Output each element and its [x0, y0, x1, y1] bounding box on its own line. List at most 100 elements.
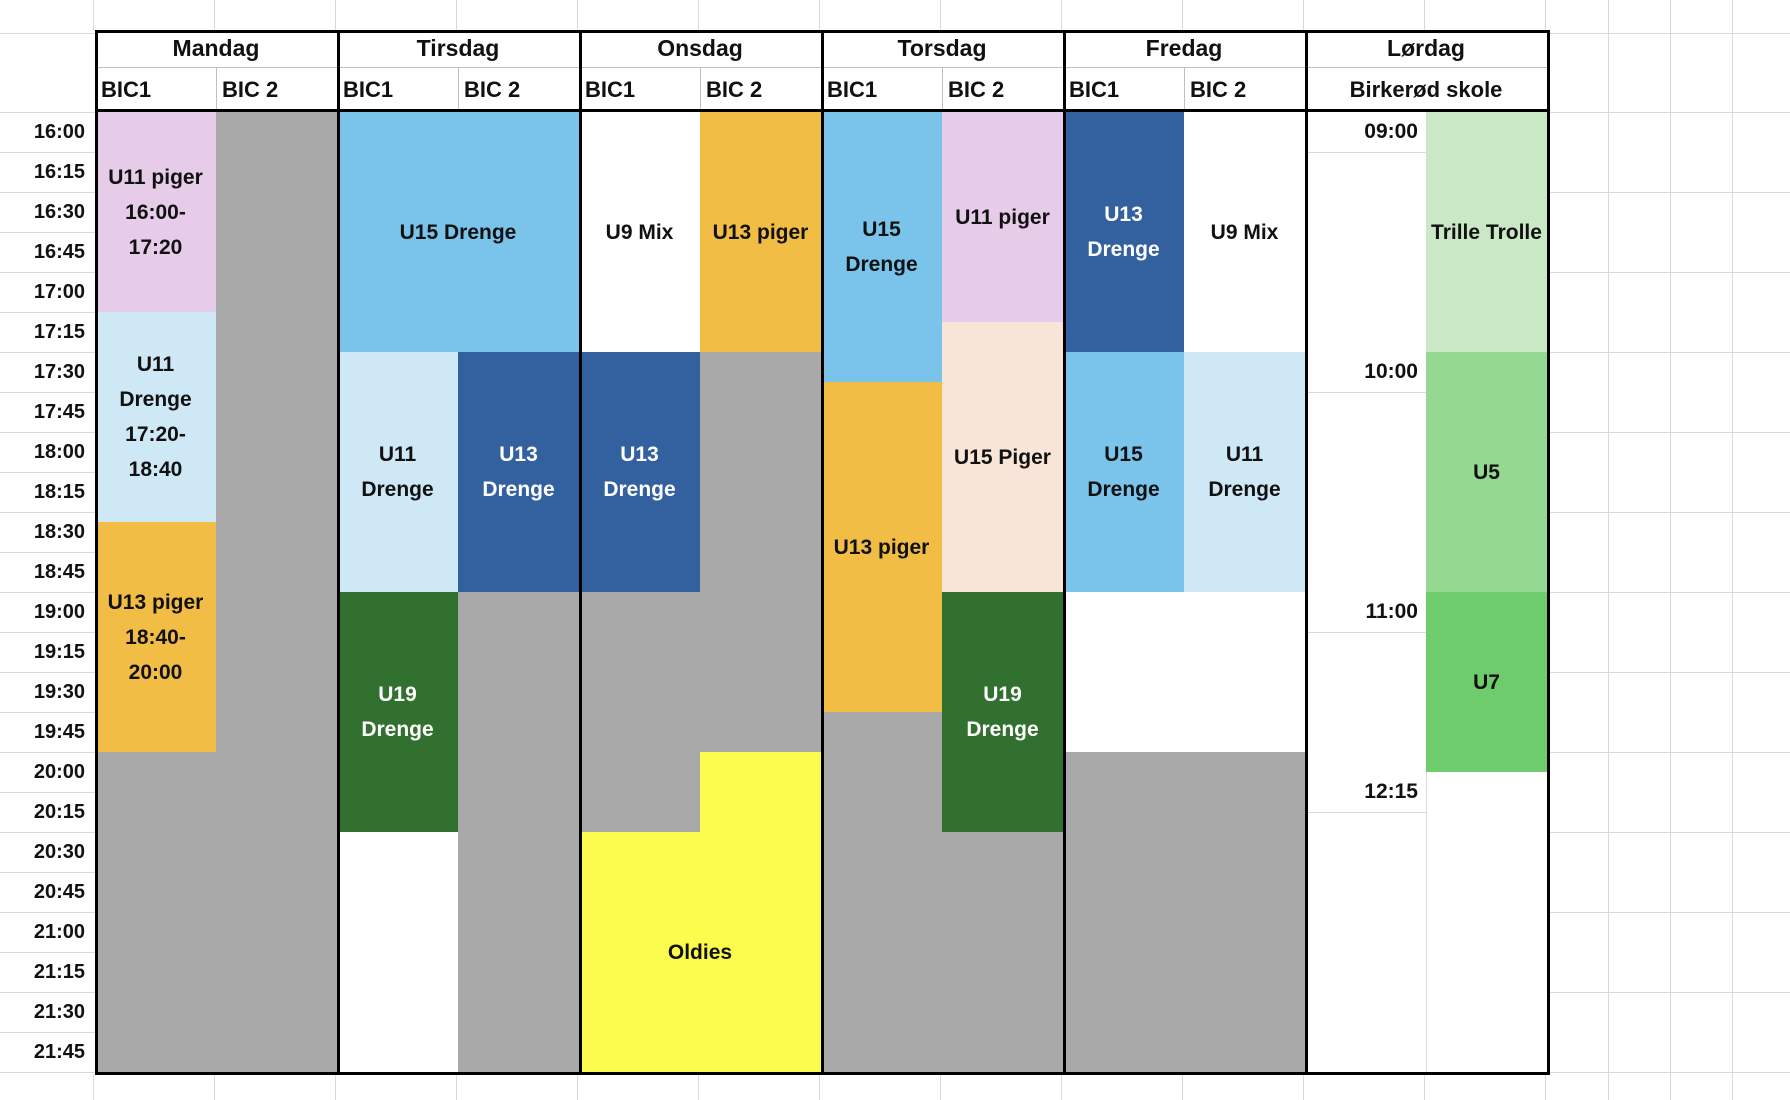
time-label[interactable]: 21:45	[33, 1040, 85, 1063]
schedule-block[interactable]: U11 Drenge	[1184, 352, 1305, 592]
schedule-block[interactable]: U11 piger 16:00- 17:20	[95, 112, 216, 312]
hall-header[interactable]: BIC1	[1069, 76, 1120, 102]
schedule-block[interactable]	[95, 752, 216, 1072]
time-label[interactable]: 18:45	[33, 560, 85, 583]
schedule-block[interactable]: Oldies	[579, 832, 821, 1072]
day-header-lørdag[interactable]: Lørdag	[1387, 35, 1465, 61]
time-label[interactable]: 21:00	[33, 920, 85, 943]
schedule-block-label: 20:00	[128, 660, 183, 684]
schedule-block[interactable]	[700, 352, 821, 752]
schedule-block[interactable]: U13 piger 18:40- 20:00	[95, 522, 216, 752]
day-header-tirsdag[interactable]: Tirsdag	[416, 35, 500, 61]
schedule-block[interactable]: U13 Drenge	[458, 352, 579, 592]
header-divider	[458, 67, 459, 112]
time-label[interactable]: 17:15	[33, 320, 85, 343]
schedule-block[interactable]: U11 Drenge	[337, 352, 458, 592]
hall-header[interactable]: BIC 2	[706, 76, 763, 102]
schedule-block[interactable]	[1063, 752, 1305, 1072]
schedule-block[interactable]: U15 Drenge	[821, 112, 942, 382]
time-label[interactable]: 18:15	[33, 480, 85, 503]
sheet-gridline	[1732, 0, 1733, 1100]
sheet-gridline	[940, 1074, 941, 1100]
schedule-block[interactable]: U15 Drenge	[337, 112, 579, 352]
hall-header[interactable]: BIC 2	[948, 76, 1005, 102]
time-label[interactable]: 20:45	[33, 880, 85, 903]
schedule-block[interactable]: U13 Drenge	[579, 352, 700, 592]
saturday-time-label[interactable]: 09:00	[1364, 120, 1418, 143]
schedule-block[interactable]: Trille Trolle	[1426, 112, 1547, 352]
sheet-gridline	[1061, 1074, 1062, 1100]
schedule-block-label: Drenge	[361, 718, 434, 741]
time-label[interactable]: 20:30	[33, 840, 85, 863]
schedule-block[interactable]: U13 piger	[700, 112, 821, 352]
time-label[interactable]: 17:30	[33, 360, 85, 383]
day-header-fredag[interactable]: Fredag	[1145, 35, 1223, 61]
schedule-block[interactable]: U13 Drenge	[1063, 112, 1184, 352]
schedule-block[interactable]	[700, 752, 821, 1072]
schedule-block[interactable]: U11 piger	[942, 112, 1063, 322]
saturday-time-label[interactable]: 12:15	[1364, 780, 1418, 803]
hall-header[interactable]: BIC 2	[1190, 76, 1247, 102]
schedule-block[interactable]: U11 Drenge 17:20- 18:40	[95, 312, 216, 522]
time-label[interactable]: 16:30	[33, 200, 85, 223]
sheet-gridline	[1670, 0, 1671, 1100]
sheet-gridline	[0, 192, 95, 193]
day-header-mandag[interactable]: Mandag	[172, 35, 260, 61]
saturday-time-label[interactable]: 10:00	[1364, 360, 1418, 383]
schedule-block-label: U15 Drenge	[399, 220, 517, 244]
sheet-gridline	[0, 1072, 95, 1073]
header-divider	[216, 67, 217, 112]
time-label[interactable]: 16:00	[33, 120, 85, 143]
saturday-time-label[interactable]: 11:00	[1365, 600, 1418, 623]
time-label[interactable]: 19:30	[33, 680, 85, 703]
hall-header[interactable]: BIC1	[101, 76, 152, 102]
hall-header[interactable]: BIC 2	[222, 76, 279, 102]
schedule-block[interactable]	[216, 112, 337, 1072]
time-label[interactable]: 17:45	[33, 400, 85, 423]
schedule-block[interactable]	[458, 592, 579, 1072]
time-label[interactable]: 19:00	[33, 600, 85, 623]
time-label[interactable]: 21:30	[33, 1000, 85, 1023]
schedule-block[interactable]: U9 Mix	[579, 112, 700, 352]
sheet-gridline	[0, 392, 95, 393]
time-label[interactable]: 20:15	[33, 800, 85, 823]
schedule-block[interactable]: U9 Mix	[1184, 112, 1305, 352]
sheet-gridline	[1424, 1074, 1425, 1100]
time-label[interactable]: 18:30	[33, 520, 85, 543]
sheet-gridline	[93, 1074, 94, 1100]
day-header-torsdag[interactable]: Torsdag	[897, 35, 987, 61]
sheet-gridline	[1305, 812, 1427, 813]
schedule-block[interactable]: U15 Piger	[942, 322, 1063, 592]
sheet-gridline	[698, 0, 699, 30]
schedule-block[interactable]: U19 Drenge	[942, 592, 1063, 832]
time-label[interactable]: 16:15	[33, 160, 85, 183]
schedule-block-label: U13 piger	[833, 535, 930, 559]
time-label[interactable]: 19:45	[33, 720, 85, 743]
sheet-gridline	[1303, 0, 1304, 30]
schedule-block-label: 17:20	[128, 235, 183, 259]
schedule-block[interactable]: U5	[1426, 352, 1547, 592]
day-separator-border	[1305, 30, 1308, 1072]
sheet-gridline	[456, 0, 457, 30]
time-label[interactable]: 21:15	[33, 960, 85, 983]
hall-header[interactable]: BIC 2	[464, 76, 521, 102]
time-label[interactable]: 18:00	[33, 440, 85, 463]
schedule-block[interactable]	[579, 592, 700, 832]
schedule-block[interactable]: U15 Drenge	[1063, 352, 1184, 592]
day-header-onsdag[interactable]: Onsdag	[657, 35, 743, 61]
schedule-block[interactable]: U13 piger	[821, 382, 942, 712]
time-label[interactable]: 20:00	[33, 760, 85, 783]
schedule-block[interactable]	[579, 832, 700, 1072]
sheet-gridline	[0, 752, 95, 753]
schedule-block[interactable]: U7	[1426, 592, 1547, 772]
schedule-block[interactable]: U19 Drenge	[337, 592, 458, 832]
hall-header[interactable]: BIC1	[585, 76, 636, 102]
hall-header[interactable]: BIC1	[343, 76, 394, 102]
schedule-block[interactable]	[942, 832, 1063, 1072]
time-label[interactable]: 17:00	[33, 280, 85, 303]
hall-header[interactable]: BIC1	[827, 76, 878, 102]
time-label[interactable]: 19:15	[33, 640, 85, 663]
time-label[interactable]: 16:45	[33, 240, 85, 263]
hall-header[interactable]: Birkerød skole	[1349, 76, 1503, 102]
schedule-block[interactable]	[821, 712, 942, 1072]
